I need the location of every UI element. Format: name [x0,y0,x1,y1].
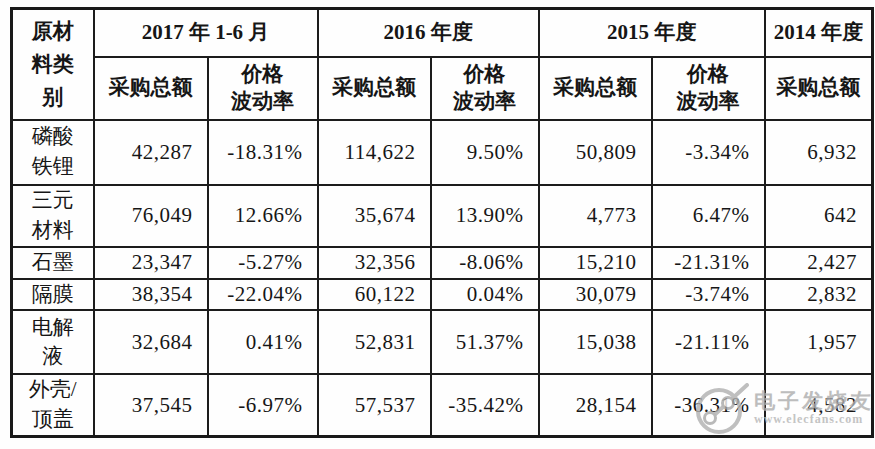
table-cell: 60,122 [318,279,431,311]
elecfans-logo-icon [694,380,750,436]
table-cell: 38,354 [94,279,208,311]
header-2014: 2014 年度 [765,9,873,57]
elecfans-watermark: 电子发烧友 www.elecfans.com [694,380,874,436]
row-label: 磷酸 铁锂 [12,120,94,185]
table-cell: 28,154 [539,374,652,436]
table-cell: 114,622 [318,120,431,185]
corner-header-material-category: 原材 料类 别 [12,9,94,120]
header-2015-amount: 采购总额 [539,57,652,120]
header-row-metrics: 采购总额 价格 波动率 采购总额 价格 波动率 采购总额 价格 波动率 采购总额 [12,57,873,120]
table-cell: 6.47% [652,185,765,247]
table-cell: -21.11% [652,310,765,374]
table-cell: 0.41% [208,310,318,374]
header-2016: 2016 年度 [318,9,539,57]
row-label: 石墨 [12,247,94,279]
watermark-url-text: www.elecfans.com [754,413,874,426]
table-cell: -22.04% [208,279,318,311]
table-cell: -3.74% [652,279,765,311]
table-cell: 32,356 [318,247,431,279]
watermark-brand-text: 电子发烧友 [754,391,874,411]
table-cell: 0.04% [431,279,539,311]
table-cell: 642 [765,185,873,247]
table-cell: 52,831 [318,310,431,374]
table-cell: -8.06% [431,247,539,279]
header-2016-amount: 采购总额 [318,57,431,120]
table-cell: 6,932 [765,120,873,185]
table-cell: 57,537 [318,374,431,436]
table-row-graphite: 石墨 23,347 -5.27% 32,356 -8.06% 15,210 -2… [12,247,873,279]
row-label: 三元 材料 [12,185,94,247]
table-cell: -3.34% [652,120,765,185]
row-label: 外壳/ 顶盖 [12,374,94,436]
header-2017-h1: 2017 年 1-6 月 [94,9,318,57]
table-cell: 23,347 [94,247,208,279]
table-cell: 12.66% [208,185,318,247]
table-cell: 4,773 [539,185,652,247]
table-row-separator: 隔膜 38,354 -22.04% 60,122 0.04% 30,079 -3… [12,279,873,311]
row-label: 隔膜 [12,279,94,311]
table-cell: 15,038 [539,310,652,374]
table-row-lifepo4: 磷酸 铁锂 42,287 -18.31% 114,622 9.50% 50,80… [12,120,873,185]
table-cell: 1,957 [765,310,873,374]
table-cell: -18.31% [208,120,318,185]
table-cell: -5.27% [208,247,318,279]
table-cell: 76,049 [94,185,208,247]
header-2017-amount: 采购总额 [94,57,208,120]
table-cell: 35,674 [318,185,431,247]
table-cell: 2,427 [765,247,873,279]
table-cell: 15,210 [539,247,652,279]
table-cell: 13.90% [431,185,539,247]
table-row-electrolyte: 电解 液 32,684 0.41% 52,831 51.37% 15,038 -… [12,310,873,374]
table-cell: 9.50% [431,120,539,185]
table-cell: -35.42% [431,374,539,436]
header-2016-price-volatility: 价格 波动率 [431,57,539,120]
table-cell: 42,287 [94,120,208,185]
document-table-area: 原材 料类 别 2017 年 1-6 月 2016 年度 2015 年度 201… [10,7,874,438]
header-row-years: 原材 料类 别 2017 年 1-6 月 2016 年度 2015 年度 201… [12,9,873,57]
header-2014-amount: 采购总额 [765,57,873,120]
header-2015-price-volatility: 价格 波动率 [652,57,765,120]
table-cell: 32,684 [94,310,208,374]
table-cell: 37,545 [94,374,208,436]
table-cell: 50,809 [539,120,652,185]
header-2015: 2015 年度 [539,9,765,57]
table-cell: -21.31% [652,247,765,279]
materials-procurement-table: 原材 料类 别 2017 年 1-6 月 2016 年度 2015 年度 201… [10,7,874,438]
table-cell: -6.97% [208,374,318,436]
table-cell: 2,832 [765,279,873,311]
table-cell: 30,079 [539,279,652,311]
row-label: 电解 液 [12,310,94,374]
table-row-ternary: 三元 材料 76,049 12.66% 35,674 13.90% 4,773 … [12,185,873,247]
table-cell: 51.37% [431,310,539,374]
header-2017-price-volatility: 价格 波动率 [208,57,318,120]
